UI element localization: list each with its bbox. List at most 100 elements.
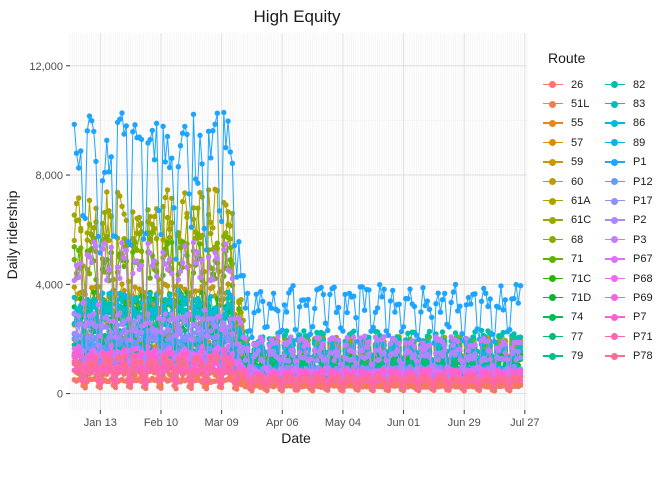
- data-point: [427, 329, 432, 334]
- data-point: [154, 236, 159, 241]
- data-point: [501, 307, 506, 312]
- data-point: [245, 291, 250, 296]
- data-point: [197, 301, 202, 306]
- data-point: [323, 321, 328, 326]
- data-point: [193, 322, 198, 327]
- data-point: [83, 216, 88, 221]
- data-point: [321, 331, 326, 336]
- data-point: [381, 287, 386, 292]
- data-point: [280, 328, 285, 333]
- data-point: [163, 159, 168, 164]
- data-point: [150, 230, 155, 235]
- data-point: [199, 316, 204, 321]
- data-point: [427, 307, 432, 312]
- data-point: [210, 266, 215, 271]
- data-point: [377, 357, 382, 362]
- data-point: [178, 328, 183, 333]
- data-point: [225, 209, 230, 214]
- data-point: [87, 113, 92, 118]
- data-point: [371, 325, 376, 330]
- data-point: [286, 358, 291, 363]
- data-point: [223, 202, 228, 207]
- data-point: [169, 220, 174, 225]
- data-point: [76, 248, 81, 253]
- data-point: [121, 264, 126, 269]
- data-point: [91, 129, 96, 134]
- data-point: [197, 241, 202, 246]
- data-point: [362, 308, 367, 313]
- data-point: [132, 319, 137, 324]
- data-point: [117, 117, 122, 122]
- data-point: [414, 332, 419, 337]
- data-point: [451, 289, 456, 294]
- data-point: [104, 138, 109, 143]
- data-point: [418, 309, 423, 314]
- data-point: [72, 295, 77, 300]
- data-point: [340, 328, 345, 333]
- data-point: [303, 303, 308, 308]
- data-point: [507, 327, 512, 332]
- data-point: [481, 286, 486, 291]
- data-point: [433, 301, 438, 306]
- data-point: [173, 256, 178, 261]
- data-point: [182, 124, 187, 129]
- data-point: [147, 291, 152, 296]
- data-point: [158, 232, 163, 237]
- data-point: [238, 350, 243, 355]
- data-point: [191, 112, 196, 117]
- data-point: [96, 343, 101, 348]
- data-point: [128, 242, 133, 247]
- data-point: [117, 193, 122, 198]
- data-point: [182, 301, 187, 306]
- data-point: [132, 122, 137, 127]
- data-point: [121, 211, 126, 216]
- data-point: [228, 149, 233, 154]
- data-point: [217, 290, 222, 295]
- data-point: [160, 124, 165, 129]
- data-point: [290, 343, 295, 348]
- data-point: [472, 291, 477, 296]
- data-point: [230, 295, 235, 300]
- data-point: [87, 198, 92, 203]
- data-point: [379, 294, 384, 299]
- data-point: [152, 338, 157, 343]
- data-point: [115, 303, 120, 308]
- data-point: [147, 236, 152, 241]
- data-point: [518, 334, 523, 339]
- data-point: [124, 123, 129, 128]
- data-point: [518, 283, 523, 288]
- data-point: [76, 195, 81, 200]
- data-point: [483, 291, 488, 296]
- data-point: [219, 219, 224, 224]
- data-point: [72, 257, 77, 262]
- data-point: [195, 296, 200, 301]
- data-point: [332, 285, 337, 290]
- data-point: [412, 304, 417, 309]
- data-point: [72, 122, 77, 127]
- data-point: [490, 332, 495, 337]
- data-point: [124, 329, 129, 334]
- data-point: [485, 304, 490, 309]
- data-point: [109, 330, 114, 335]
- data-point: [199, 161, 204, 166]
- data-point: [163, 195, 168, 200]
- data-point: [139, 249, 144, 254]
- data-point: [87, 222, 92, 227]
- data-point: [314, 358, 319, 363]
- data-point: [156, 208, 161, 213]
- data-point: [475, 326, 480, 331]
- data-point: [72, 238, 77, 243]
- data-point: [193, 309, 198, 314]
- data-point: [184, 253, 189, 258]
- data-point: [223, 330, 228, 335]
- data-point: [195, 231, 200, 236]
- data-point: [353, 315, 358, 320]
- data-point: [453, 282, 458, 287]
- data-point: [96, 234, 101, 239]
- data-point: [366, 287, 371, 292]
- data-point: [225, 325, 230, 330]
- data-point: [139, 137, 144, 142]
- data-point: [212, 122, 217, 127]
- data-point: [91, 225, 96, 230]
